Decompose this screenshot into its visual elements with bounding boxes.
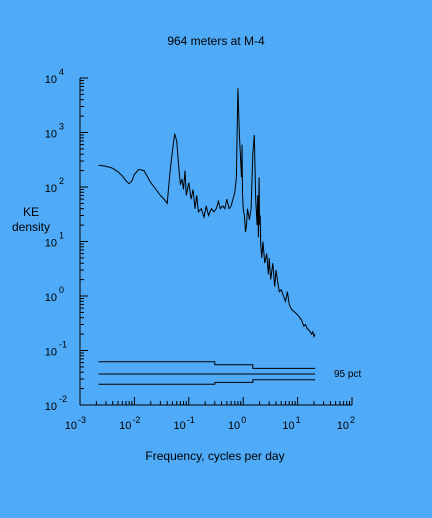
x-tick-label: 10 -3 [65,415,86,432]
y-axis-label: KE density [12,205,50,234]
x-tick-label: 10 2 [337,415,355,432]
x-tick-base: 10 [65,420,77,432]
x-tick-label: 10 0 [228,415,246,432]
x-tick-base: 10 [337,420,349,432]
x-tick-base: 10 [174,420,186,432]
confidence-line [98,361,316,369]
series [98,88,316,339]
y-tick-exponent: -1 [59,340,67,350]
y-axis-label-line-2: density [12,220,50,234]
x-tick-label: 10 -1 [174,415,195,432]
x-tick-label: 10 1 [282,415,300,432]
x-tick-exponent: -2 [132,415,140,425]
spectrum-line [98,88,316,339]
y-tick-base: 10 [45,129,57,141]
x-tick-label: 10 -2 [119,415,140,432]
y-tick-label: 104 [45,67,64,86]
y-tick-base: 10 [45,183,57,195]
y-tick-base: 10 [45,347,57,359]
x-tick-base: 10 [119,420,131,432]
x-tick-exponent: 2 [350,415,355,425]
y-tick-exponent: -2 [59,394,67,404]
y-tick-label: 101 [45,231,64,250]
confidence-band [98,361,316,385]
y-tick-base: 10 [45,292,57,304]
y-tick-label: 100 [45,285,64,304]
axes [79,77,353,406]
y-tick-base: 10 [45,401,57,413]
y-tick-exponent: 2 [59,176,64,186]
x-axis-label: Frequency, cycles per day [145,449,284,463]
x-tick-exponent: -1 [187,415,195,425]
y-tick-base: 10 [45,238,57,250]
y-tick-base: 10 [45,74,57,86]
y-tick-label: 10-1 [45,340,67,359]
y-tick-exponent: 1 [59,231,64,241]
x-tick-exponent: 1 [296,415,301,425]
confidence-line [98,379,316,385]
x-tick-labels: 10 -3 10 -2 10 -1 10 0 10 1 10 2 [65,415,355,432]
y-tick-label: 102 [45,176,64,195]
y-axis-label-line-1: KE [23,205,39,219]
x-tick-exponent: 0 [241,415,246,425]
x-tick-base: 10 [282,420,294,432]
confidence-label: 95 pct [334,369,361,380]
y-tick-label: 103 [45,122,64,141]
x-tick-base: 10 [228,420,240,432]
chart-title: 964 meters at M-4 [167,34,265,48]
x-tick-exponent: -3 [78,415,86,425]
y-tick-exponent: 3 [59,122,64,132]
y-tick-exponent: 4 [59,67,64,77]
y-tick-label: 10-2 [45,394,67,413]
y-tick-exponent: 0 [59,285,64,295]
